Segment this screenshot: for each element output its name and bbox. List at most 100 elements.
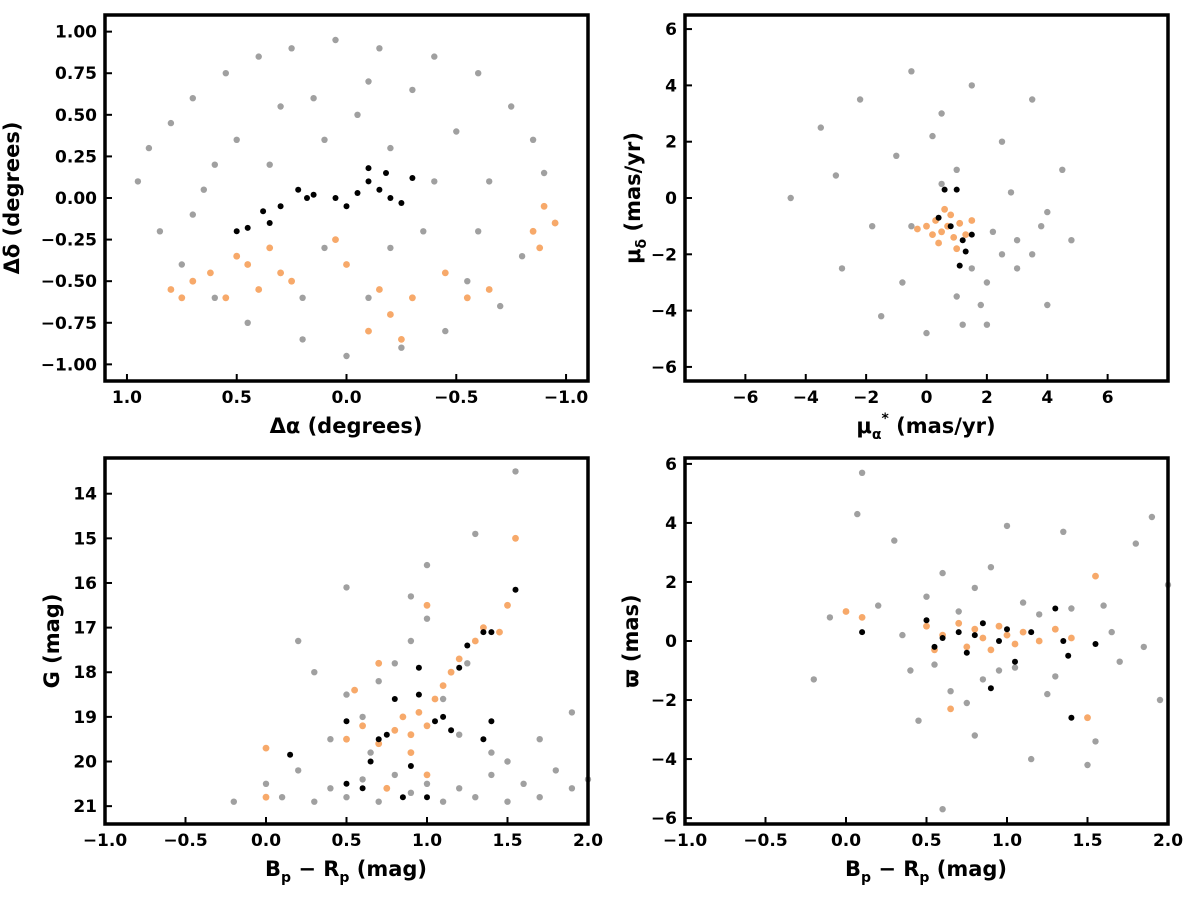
cmd-members-point bbox=[399, 794, 406, 801]
proper-motion-xtick-label: 6 bbox=[1102, 388, 1114, 408]
proper-motion-background-point bbox=[977, 301, 984, 309]
sky-background-point bbox=[442, 327, 449, 335]
cmd-members-point bbox=[432, 718, 438, 725]
parallax-candidates-point bbox=[923, 622, 930, 630]
parallax-candidates-point bbox=[1003, 631, 1011, 639]
parallax-background-point bbox=[854, 510, 861, 518]
parallax-members-point bbox=[1012, 658, 1018, 665]
proper-motion-background-point bbox=[817, 124, 824, 131]
sky-candidates-point bbox=[222, 294, 230, 302]
cmd-points bbox=[230, 468, 592, 805]
cmd-background-point bbox=[472, 794, 479, 801]
parallax-members-point bbox=[1028, 629, 1035, 636]
cmd-members-point bbox=[415, 691, 422, 698]
plx-points bbox=[810, 469, 1172, 813]
proper-motion-background-point bbox=[989, 228, 997, 235]
cmd-candidates-point bbox=[423, 771, 431, 779]
sky-background-point bbox=[420, 228, 427, 235]
sky-candidates-point bbox=[277, 269, 284, 277]
cmd-background-point bbox=[278, 794, 286, 801]
proper-motion-background-point bbox=[893, 152, 900, 159]
cmd-background-point bbox=[375, 798, 382, 805]
cmd-background-point bbox=[367, 749, 374, 756]
sky-candidates-point bbox=[387, 311, 394, 318]
parallax-members-point bbox=[1004, 626, 1010, 633]
proper-motion-candidates-point bbox=[947, 211, 955, 219]
parallax-candidates-point bbox=[1084, 714, 1091, 722]
cmd-background-point bbox=[343, 794, 350, 801]
cmd-background-point bbox=[456, 731, 463, 738]
cmd-frame bbox=[103, 456, 590, 826]
cmd-background-point bbox=[327, 785, 334, 792]
plx-xlabel-rest: (mag) bbox=[929, 857, 1007, 881]
sky-background-point bbox=[332, 36, 339, 44]
parallax-background-point bbox=[939, 569, 946, 577]
proper-motion-background-point bbox=[1013, 237, 1021, 244]
proper-motion-candidates-point bbox=[968, 217, 976, 224]
cmd-background-point bbox=[295, 637, 302, 645]
cmd-ytick-label: 17 bbox=[73, 619, 97, 639]
proper-motion-background-point bbox=[856, 96, 864, 103]
cmd-xlabel: Bp − Rp (mag) bbox=[265, 857, 427, 886]
cmd-members-point bbox=[440, 713, 447, 720]
sky-members-point bbox=[383, 170, 389, 176]
parallax-background-point bbox=[1044, 690, 1051, 698]
pm-xlabel-sup: * bbox=[881, 411, 889, 427]
cmd-xtick-label: 0.0 bbox=[251, 831, 281, 851]
parallax-members-point bbox=[996, 638, 1002, 644]
parallax-candidates-point bbox=[979, 634, 987, 642]
proper-motion-background-point bbox=[838, 265, 846, 272]
cmd-background-point bbox=[359, 713, 366, 721]
sky-candidates-point bbox=[398, 336, 405, 343]
cmd-xlabel-sub2: p bbox=[339, 870, 349, 886]
cmd-candidates-point bbox=[512, 534, 519, 542]
pm-xlabel-rest: (mas/yr) bbox=[889, 414, 996, 438]
sky-members-point bbox=[365, 165, 372, 172]
parallax-background-point bbox=[907, 667, 914, 674]
cmd-members-point bbox=[480, 736, 487, 743]
parallax-background-point bbox=[987, 564, 995, 571]
cmd-xlabel-sub1: p bbox=[281, 870, 291, 886]
plx-ticks: −1.0 −0.5 0.0 0.5 1.0 1.5 2.0 6 4 2 0 −2 −4 −6 bbox=[651, 455, 1183, 851]
parallax-background-point bbox=[1003, 522, 1011, 530]
cmd-background-point bbox=[504, 758, 511, 765]
proper-motion-candidates-point bbox=[923, 222, 930, 230]
proper-motion-background-point bbox=[953, 166, 960, 173]
sky-candidates-point bbox=[365, 327, 372, 335]
sky-background-point bbox=[387, 144, 394, 152]
sky-candidates-point bbox=[551, 219, 559, 227]
proper-motion-members-point bbox=[968, 231, 975, 238]
sky-members-point bbox=[277, 203, 284, 210]
parallax-members-point bbox=[1060, 638, 1067, 644]
parallax-members-point bbox=[1052, 605, 1059, 612]
parallax-background-point bbox=[995, 667, 1003, 674]
sky-ytick-label: 0.50 bbox=[55, 106, 97, 126]
proper-motion-background-point bbox=[923, 329, 930, 337]
parallax-members-point bbox=[939, 635, 946, 641]
sky-background-point bbox=[299, 294, 306, 301]
sky-background-point bbox=[365, 78, 372, 85]
proper-motion-background-point bbox=[832, 172, 840, 179]
sky-ytick-label: −0.50 bbox=[41, 272, 97, 292]
cmd-background-point bbox=[327, 736, 334, 743]
sky-points bbox=[134, 36, 559, 360]
cmd-members-point bbox=[480, 629, 487, 636]
sky-members-point bbox=[233, 228, 240, 235]
sky-xtick-label: 1.0 bbox=[112, 388, 142, 408]
proper-motion-members-point bbox=[935, 214, 942, 221]
parallax-candidates-point bbox=[1092, 572, 1099, 580]
proper-motion-background-point bbox=[938, 180, 945, 188]
cmd-xlabel-main: B bbox=[265, 857, 281, 881]
parallax-candidates-point bbox=[987, 646, 995, 654]
sky-background-point bbox=[200, 186, 207, 193]
sky-candidates-point bbox=[463, 294, 471, 302]
proper-motion-members-point bbox=[956, 262, 963, 269]
parallax-background-point bbox=[858, 469, 866, 476]
cmd-background-point bbox=[504, 798, 511, 805]
sky-background-point bbox=[277, 103, 284, 110]
sky-candidates-point bbox=[233, 252, 241, 260]
parallax-members-point bbox=[971, 632, 978, 639]
proper-motion-background-point bbox=[1029, 96, 1036, 103]
sky-background-point bbox=[255, 53, 262, 60]
proper-motion-candidates-point bbox=[950, 234, 958, 241]
